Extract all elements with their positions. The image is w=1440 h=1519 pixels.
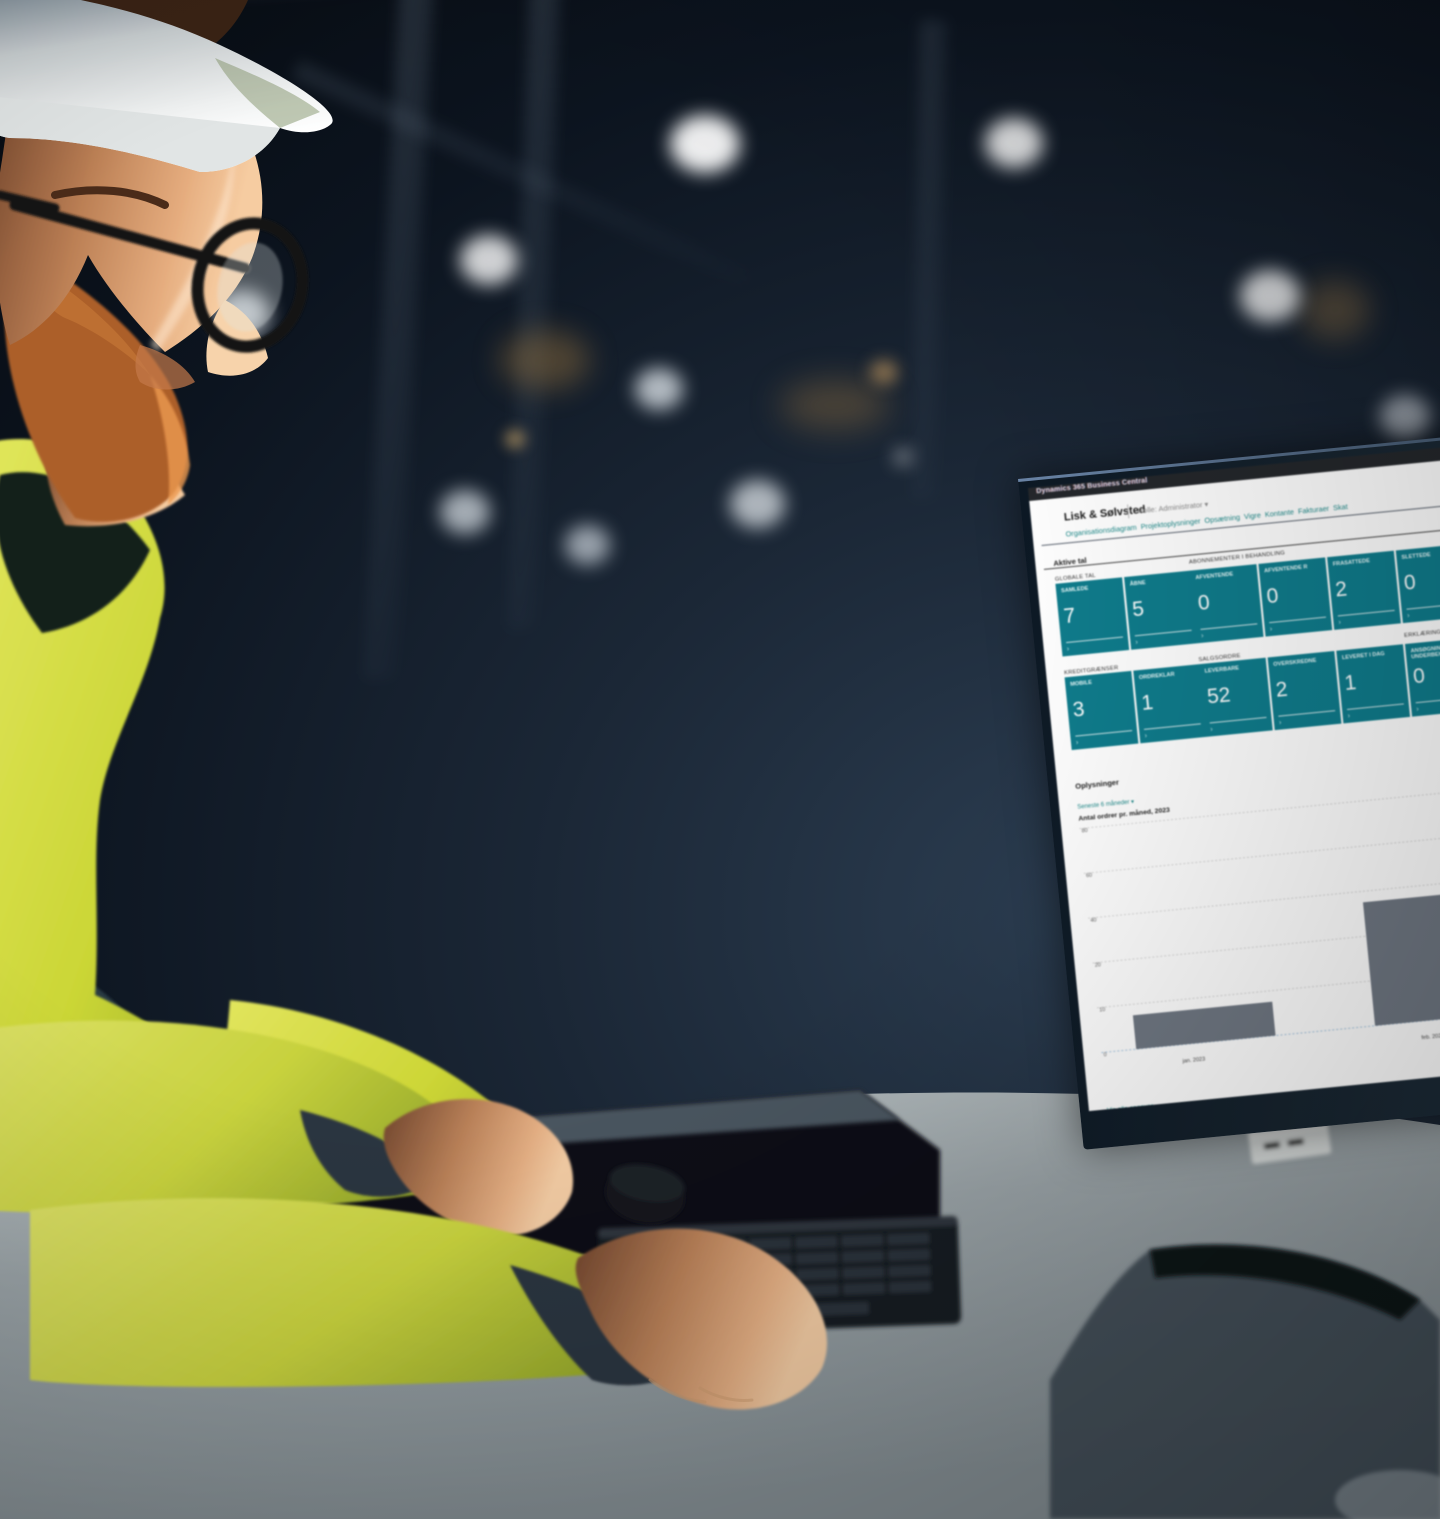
- svg-text:60: 60: [1086, 873, 1093, 880]
- svg-text:feb. 2023: feb. 2023: [1421, 1033, 1440, 1041]
- svg-text:0: 0: [1103, 1052, 1107, 1058]
- svg-text:jan. 2023: jan. 2023: [1181, 1057, 1205, 1065]
- svg-text:10: 10: [1099, 1007, 1106, 1014]
- svg-text:40: 40: [1090, 917, 1097, 924]
- svg-text:80: 80: [1081, 828, 1088, 835]
- svg-text:20: 20: [1095, 962, 1102, 969]
